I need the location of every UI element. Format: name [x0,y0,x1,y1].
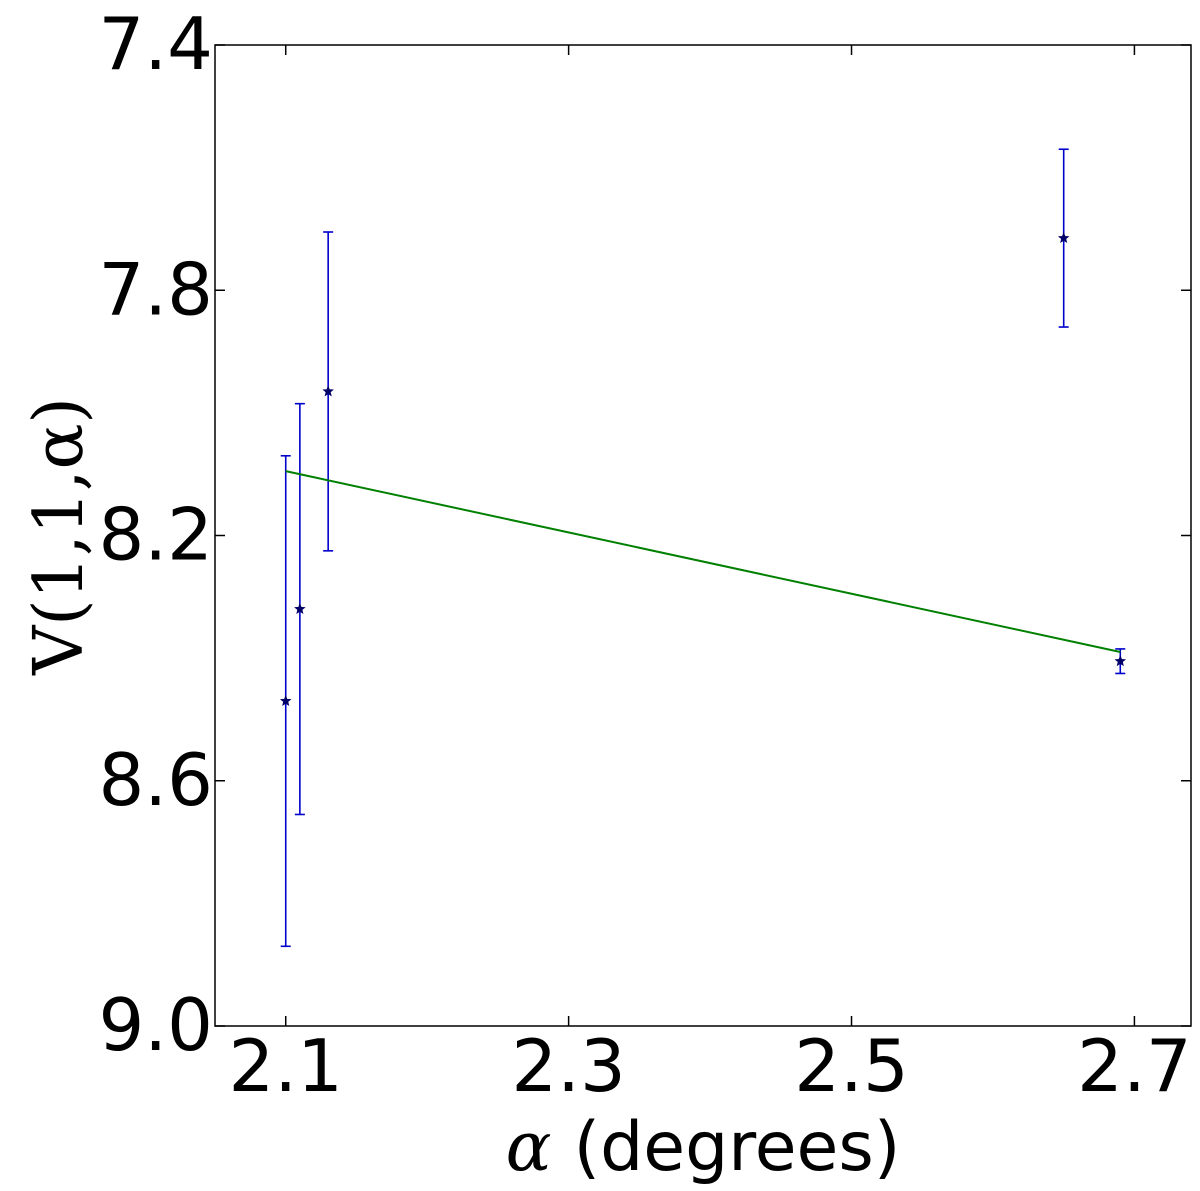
data-point [322,385,334,397]
tick-labels: 2.1 2.3 2.5 2.7 7.4 7.8 8.2 8.6 9.0 [98,2,1191,1108]
y-tick-label: 7.4 [98,2,213,86]
plot-background [215,45,1191,1026]
x-axis-label-text: (degrees) [574,1108,901,1187]
y-tick-label: 8.6 [98,738,213,822]
data-point [1114,655,1127,667]
data-point [294,603,306,614]
x-tick-label: 2.7 [1077,1024,1192,1108]
data-point [279,694,292,706]
y-tick-label: 9.0 [98,983,213,1067]
x-axis-label: α (degrees) [506,1108,901,1187]
data-point [1057,232,1070,244]
x-axis-label-symbol: α [506,1108,552,1187]
series-layer [279,148,1127,948]
y-tick-label: 7.8 [98,247,213,331]
fit-line [285,470,1121,653]
x-tick-label: 2.5 [794,1024,909,1108]
x-tick-label: 2.3 [511,1024,626,1108]
y-tick-label: 8.2 [98,493,213,577]
x-tick-label: 2.1 [228,1024,343,1108]
plot-frame [214,44,1192,1027]
y-axis-label: V(1,1,α) [20,397,99,676]
